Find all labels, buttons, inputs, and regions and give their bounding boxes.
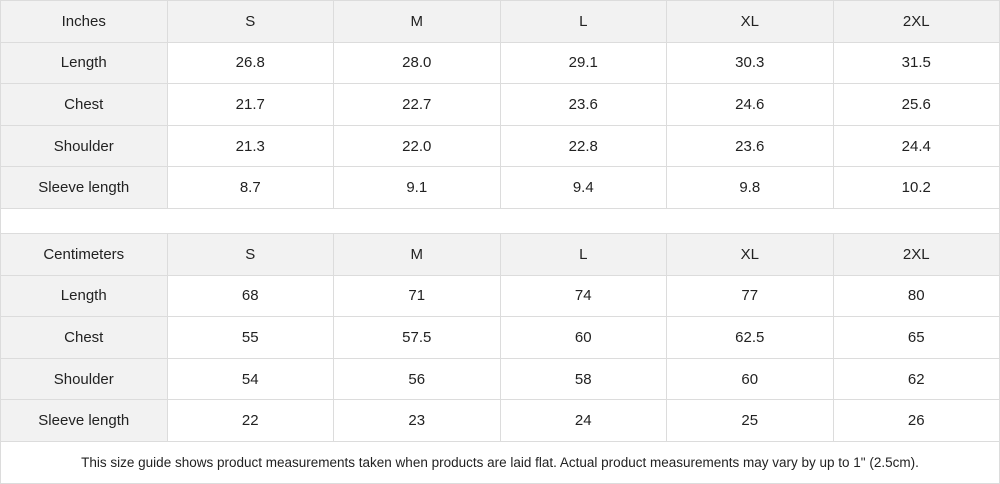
size-header: M [333,0,501,43]
table-row: Sleeve length 22 23 24 25 26 [0,399,1000,442]
measurement-value: 68 [166,274,334,318]
measurement-label: Chest [0,316,168,359]
footer-row: This size guide shows product measuremen… [0,440,1000,484]
table-row: Chest 21.7 22.7 23.6 24.6 25.6 [0,83,1000,126]
size-header: S [166,232,334,276]
table-spacer [0,207,1000,234]
measurement-value: 25 [666,399,834,442]
measurement-value: 80 [832,274,1000,318]
size-guide-note: This size guide shows product measuremen… [0,440,1000,484]
measurement-value: 21.7 [166,83,334,126]
measurement-label: Length [0,41,168,85]
measurement-value: 9.8 [666,166,834,209]
table-row: Sleeve length 8.7 9.1 9.4 9.8 10.2 [0,166,1000,209]
measurement-value: 26.8 [166,41,334,85]
size-header: XL [666,0,834,43]
measurement-value: 22 [166,399,334,442]
measurement-value: 8.7 [166,166,334,209]
measurement-value: 23.6 [499,83,667,126]
measurement-value: 65 [832,316,1000,359]
centimeters-header-row: Centimeters S M L XL 2XL [0,232,1000,276]
measurement-label: Sleeve length [0,399,168,442]
size-header: M [333,232,501,276]
measurement-value: 24.6 [666,83,834,126]
measurement-value: 54 [166,357,334,401]
measurement-value: 10.2 [832,166,1000,209]
measurement-value: 26 [832,399,1000,442]
measurement-value: 24.4 [832,124,1000,168]
measurement-value: 23 [333,399,501,442]
measurement-value: 62 [832,357,1000,401]
measurement-value: 22.0 [333,124,501,168]
measurement-value: 28.0 [333,41,501,85]
measurement-label: Shoulder [0,124,168,168]
measurement-value: 30.3 [666,41,834,85]
size-header: 2XL [832,232,1000,276]
measurement-value: 57.5 [333,316,501,359]
measurement-value: 74 [499,274,667,318]
inches-header-row: Inches S M L XL 2XL [0,0,1000,43]
measurement-label: Sleeve length [0,166,168,209]
measurement-value: 58 [499,357,667,401]
measurement-value: 77 [666,274,834,318]
measurement-value: 21.3 [166,124,334,168]
table-row: Chest 55 57.5 60 62.5 65 [0,316,1000,359]
table-row: Length 68 71 74 77 80 [0,274,1000,318]
measurement-value: 56 [333,357,501,401]
measurement-value: 22.7 [333,83,501,126]
size-header: S [166,0,334,43]
measurement-value: 60 [666,357,834,401]
size-header: L [499,0,667,43]
measurement-value: 9.4 [499,166,667,209]
measurement-value: 24 [499,399,667,442]
measurement-value: 60 [499,316,667,359]
measurement-value: 25.6 [832,83,1000,126]
measurement-value: 22.8 [499,124,667,168]
table-row: Length 26.8 28.0 29.1 30.3 31.5 [0,41,1000,85]
measurement-value: 9.1 [333,166,501,209]
unit-header: Centimeters [0,232,168,276]
measurement-label: Shoulder [0,357,168,401]
table-row: Shoulder 54 56 58 60 62 [0,357,1000,401]
size-header: L [499,232,667,276]
size-header: XL [666,232,834,276]
table-row: Shoulder 21.3 22.0 22.8 23.6 24.4 [0,124,1000,168]
measurement-value: 71 [333,274,501,318]
measurement-value: 31.5 [832,41,1000,85]
size-header: 2XL [832,0,1000,43]
measurement-value: 29.1 [499,41,667,85]
measurement-value: 55 [166,316,334,359]
measurement-label: Chest [0,83,168,126]
unit-header: Inches [0,0,168,43]
measurement-value: 23.6 [666,124,834,168]
measurement-label: Length [0,274,168,318]
measurement-value: 62.5 [666,316,834,359]
